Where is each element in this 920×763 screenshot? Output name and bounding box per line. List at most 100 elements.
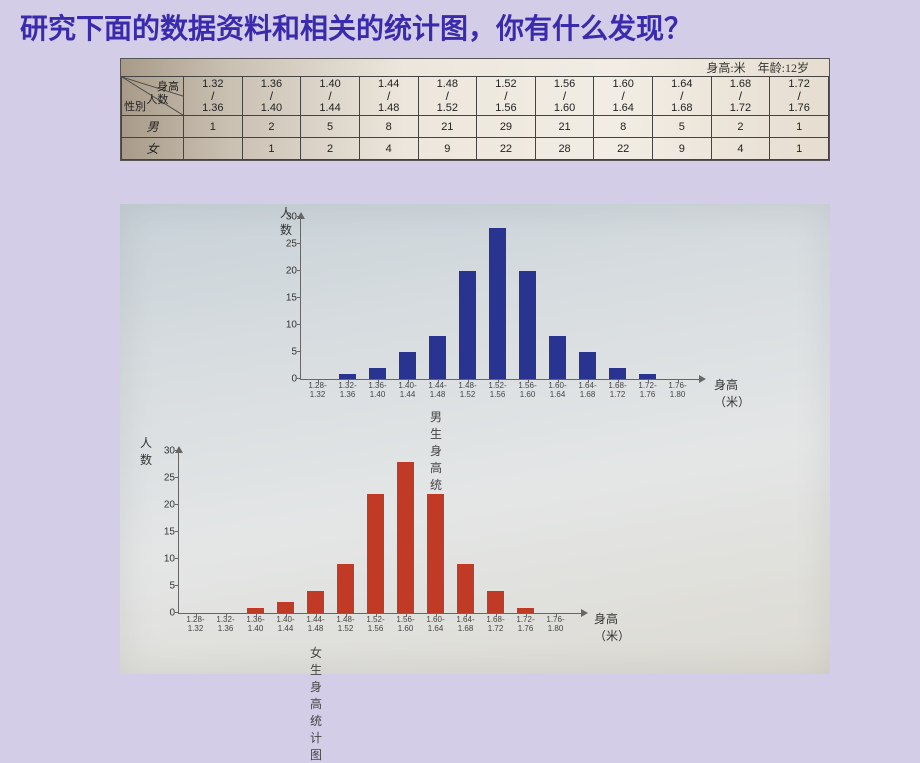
cell: 2 (242, 116, 301, 138)
x-tick: 1.52-1.56 (362, 616, 390, 634)
y-tick: 5 (291, 347, 297, 358)
x-tick: 1.28-1.32 (182, 616, 210, 634)
cell: 1 (184, 116, 243, 138)
y-tick: 25 (286, 239, 297, 250)
cell: 1 (770, 138, 829, 160)
x-tick: 1.76-1.80 (664, 382, 692, 400)
table-row: 男 1 2 5 8 21 29 21 8 5 2 1 (122, 116, 829, 138)
x-tick: 1.48-1.52 (454, 382, 482, 400)
y-axis-label: 人数 (140, 434, 152, 468)
cell: 2 (301, 138, 360, 160)
y-tick: 10 (286, 320, 297, 331)
bar (457, 564, 474, 613)
bar (489, 228, 506, 379)
cell: 5 (301, 116, 360, 138)
x-tick: 1.48-1.52 (332, 616, 360, 634)
bar (277, 602, 294, 613)
x-tick: 1.72-1.76 (512, 616, 540, 634)
x-axis-label: 身高（米） (594, 610, 630, 644)
y-tick: 15 (286, 293, 297, 304)
x-tick: 1.40-1.44 (394, 382, 422, 400)
x-tick: 1.40-1.44 (272, 616, 300, 634)
x-tick: 1.76-1.80 (542, 616, 570, 634)
cell: 1 (770, 116, 829, 138)
cell: 21 (535, 116, 594, 138)
cell: 22 (477, 138, 536, 160)
range-8: 1.64/1.68 (653, 77, 712, 116)
y-tick: 15 (164, 527, 175, 538)
cell: 8 (594, 116, 653, 138)
cell: 9 (418, 138, 477, 160)
range-1: 1.36/1.40 (242, 77, 301, 116)
bar (399, 352, 416, 379)
y-tick: 10 (164, 554, 175, 565)
x-tick: 1.60-1.64 (422, 616, 450, 634)
x-tick: 1.44-1.48 (424, 382, 452, 400)
x-tick: 1.32-1.36 (212, 616, 240, 634)
x-tick: 1.32-1.36 (334, 382, 362, 400)
meta-age: 年龄:12岁 (758, 61, 809, 75)
range-5: 1.52/1.56 (477, 77, 536, 116)
x-tick: 1.56-1.60 (514, 382, 542, 400)
cell: 4 (711, 138, 770, 160)
cell (184, 138, 243, 160)
y-tick: 30 (286, 212, 297, 223)
row-label-female: 女 (122, 138, 184, 160)
bar (519, 271, 536, 379)
diag-mid: 人数 (146, 91, 168, 107)
table-corner: 身高 人数 性別 (122, 77, 184, 116)
bar (367, 494, 384, 613)
range-6: 1.56/1.60 (535, 77, 594, 116)
plot-area: 0510152025301.28-1.321.32-1.361.36-1.401… (300, 218, 700, 380)
cell: 5 (653, 116, 712, 138)
x-tick: 1.44-1.48 (302, 616, 330, 634)
bar (369, 368, 386, 379)
y-tick: 5 (169, 581, 175, 592)
x-tick: 1.72-1.76 (634, 382, 662, 400)
cell: 21 (418, 116, 477, 138)
bar (579, 352, 596, 379)
x-tick: 1.36-1.40 (364, 382, 392, 400)
table-row: 身高 人数 性別 1.32/1.36 1.36/1.40 1.40/1.44 1… (122, 77, 829, 116)
y-tick: 25 (164, 473, 175, 484)
chart-caption: 女生身高统计图 (310, 644, 322, 763)
range-0: 1.32/1.36 (184, 77, 243, 116)
cell: 8 (359, 116, 418, 138)
cell: 29 (477, 116, 536, 138)
range-2: 1.40/1.44 (301, 77, 360, 116)
bar (429, 336, 446, 379)
bar (427, 494, 444, 613)
cell: 9 (653, 138, 712, 160)
x-tick: 1.60-1.64 (544, 382, 572, 400)
x-tick: 1.52-1.56 (484, 382, 512, 400)
table-meta: 身高:米 年龄:12岁 (121, 59, 829, 76)
y-tick: 0 (169, 608, 175, 619)
x-tick: 1.64-1.68 (452, 616, 480, 634)
range-10: 1.72/1.76 (770, 77, 829, 116)
plot-area: 0510152025301.28-1.321.32-1.361.36-1.401… (178, 452, 582, 614)
bar (459, 271, 476, 379)
diag-bottom: 性別 (124, 98, 146, 114)
cell: 28 (535, 138, 594, 160)
x-axis-label: 身高（米） (714, 376, 750, 410)
bar (609, 368, 626, 379)
cell: 1 (242, 138, 301, 160)
range-9: 1.68/1.72 (711, 77, 770, 116)
bar (397, 462, 414, 613)
range-4: 1.48/1.52 (418, 77, 477, 116)
bar (337, 564, 354, 613)
table-row: 女 1 2 4 9 22 28 22 9 4 1 (122, 138, 829, 160)
data-table: 身高:米 年龄:12岁 身高 人数 性別 1.32/1.36 1.36/1.40… (120, 58, 830, 161)
charts-panel: 人数 0510152025301.28-1.321.32-1.361.36-1.… (120, 204, 830, 674)
bar (307, 591, 324, 613)
range-7: 1.60/1.64 (594, 77, 653, 116)
x-tick: 1.68-1.72 (482, 616, 510, 634)
x-tick: 1.64-1.68 (574, 382, 602, 400)
y-tick: 20 (286, 266, 297, 277)
bar (487, 591, 504, 613)
row-label-male: 男 (122, 116, 184, 138)
x-tick: 1.36-1.40 (242, 616, 270, 634)
range-3: 1.44/1.48 (359, 77, 418, 116)
y-tick: 0 (291, 374, 297, 385)
x-tick: 1.28-1.32 (304, 382, 332, 400)
